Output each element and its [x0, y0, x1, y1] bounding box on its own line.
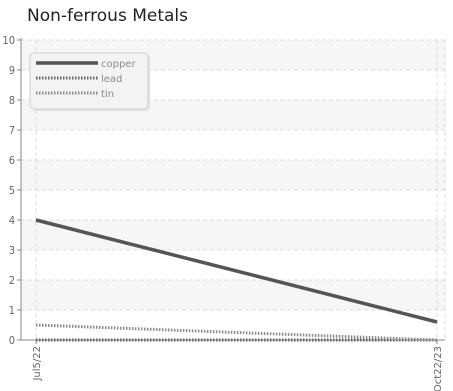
grid-band [21, 220, 445, 250]
series-line-copper [35, 218, 438, 324]
axes [17, 38, 445, 344]
x-tick-labels: Jul5/22 Oct22/23 [32, 346, 444, 391]
y-tick-label: 1 [9, 304, 15, 317]
grid-band [21, 160, 445, 190]
y-tick-label: 9 [9, 64, 15, 77]
x-tick-label: Oct22/23 [433, 346, 444, 391]
legend-label-lead: lead [101, 74, 122, 85]
y-tick-label: 8 [9, 94, 15, 107]
y-tick-label: 0 [9, 334, 15, 347]
chart-title: Non-ferrous Metals [27, 6, 189, 26]
series-lines [35, 218, 438, 342]
grid-band [21, 280, 445, 310]
series-line-tin [35, 323, 438, 342]
y-tick-label: 5 [9, 184, 15, 197]
x-tick-label: Jul5/22 [32, 346, 43, 382]
grid-lines [21, 39, 446, 340]
y-tick-label: 10 [2, 34, 15, 47]
legend-label-copper: copper [101, 59, 136, 70]
y-tick-label: 4 [9, 214, 15, 227]
y-tick-label: 6 [9, 154, 15, 167]
y-tick-label: 7 [9, 124, 15, 137]
legend: copper lead tin [29, 52, 150, 111]
legend-box [29, 52, 149, 110]
legend-label-tin: tin [101, 89, 114, 100]
y-tick-label: 3 [9, 244, 15, 257]
y-tick-labels: 0 1 2 3 4 5 6 7 8 9 10 [2, 34, 15, 347]
y-tick-label: 2 [9, 274, 15, 287]
